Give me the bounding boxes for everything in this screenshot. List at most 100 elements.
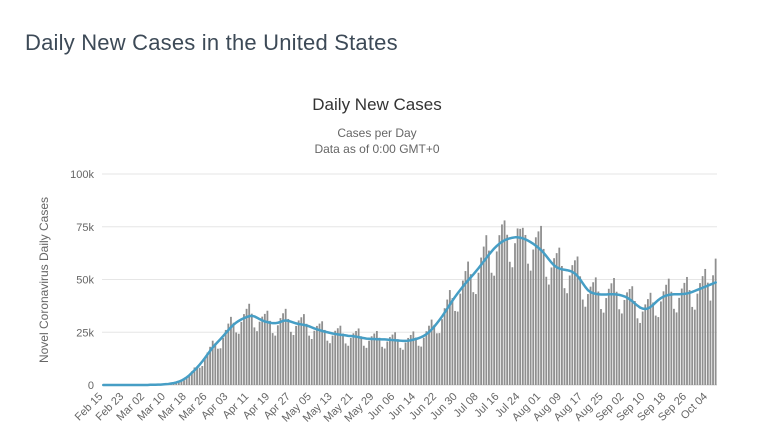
daily-cases-bar[interactable] <box>626 292 628 385</box>
daily-cases-bar[interactable] <box>258 321 261 385</box>
daily-cases-bar[interactable] <box>607 288 610 385</box>
daily-cases-bar[interactable] <box>464 271 467 385</box>
daily-cases-bar[interactable] <box>243 314 245 385</box>
daily-cases-bar[interactable] <box>420 346 423 385</box>
daily-cases-bar[interactable] <box>386 341 389 385</box>
daily-cases-bar[interactable] <box>673 308 675 385</box>
daily-cases-bar[interactable] <box>706 282 709 385</box>
daily-cases-bar[interactable] <box>547 284 550 385</box>
daily-cases-bar[interactable] <box>266 310 269 385</box>
daily-cases-bar[interactable] <box>230 316 232 385</box>
daily-cases-bar[interactable] <box>592 282 595 385</box>
daily-cases-bar[interactable] <box>667 278 670 385</box>
daily-cases-bar[interactable] <box>349 337 352 385</box>
daily-cases-bar[interactable] <box>467 261 469 385</box>
daily-cases-bar[interactable] <box>576 256 579 386</box>
daily-cases-bar[interactable] <box>521 227 524 385</box>
daily-cases-bar[interactable] <box>699 283 701 385</box>
daily-cases-bar[interactable] <box>714 258 717 385</box>
daily-cases-bar[interactable] <box>680 288 683 385</box>
daily-cases-bar[interactable] <box>584 306 587 385</box>
daily-cases-bar[interactable] <box>394 332 397 385</box>
daily-cases-bar[interactable] <box>271 333 274 385</box>
daily-cases-bar[interactable] <box>675 312 678 385</box>
daily-cases-bar[interactable] <box>704 268 707 385</box>
daily-cases-bar[interactable] <box>639 322 641 385</box>
daily-cases-bar[interactable] <box>670 291 673 385</box>
daily-cases-bar[interactable] <box>263 313 266 385</box>
daily-cases-bar[interactable] <box>443 308 446 385</box>
daily-cases-bar[interactable] <box>498 235 501 385</box>
daily-cases-bar[interactable] <box>412 331 415 385</box>
daily-cases-bar[interactable] <box>472 292 475 385</box>
daily-cases-bar[interactable] <box>352 333 355 385</box>
daily-cases-bar[interactable] <box>342 333 344 385</box>
daily-cases-bar[interactable] <box>613 278 615 385</box>
daily-cases-bar[interactable] <box>620 313 623 385</box>
daily-cases-bar[interactable] <box>441 319 443 385</box>
daily-cases-bar[interactable] <box>334 330 337 385</box>
daily-cases-bar[interactable] <box>594 277 597 385</box>
daily-cases-bar[interactable] <box>211 340 214 385</box>
daily-cases-bar[interactable] <box>602 312 605 385</box>
daily-cases-bar[interactable] <box>641 311 644 385</box>
daily-cases-bar[interactable] <box>652 302 654 386</box>
daily-cases-bar[interactable] <box>193 367 196 385</box>
daily-cases-bar[interactable] <box>417 345 420 385</box>
daily-cases-bar[interactable] <box>438 333 441 385</box>
daily-cases-bar[interactable] <box>357 328 360 385</box>
daily-cases-bar[interactable] <box>279 318 282 385</box>
daily-cases-bar[interactable] <box>373 333 376 385</box>
daily-cases-bar[interactable] <box>185 377 188 385</box>
daily-cases-bar[interactable] <box>219 348 222 385</box>
daily-cases-bar[interactable] <box>203 359 206 385</box>
daily-cases-bar[interactable] <box>336 328 339 385</box>
daily-cases-bar[interactable] <box>407 337 410 385</box>
daily-cases-bar[interactable] <box>631 286 634 385</box>
daily-cases-bar[interactable] <box>636 318 639 385</box>
daily-cases-bar[interactable] <box>508 261 511 385</box>
daily-cases-bar[interactable] <box>303 314 305 385</box>
daily-cases-bar[interactable] <box>295 325 297 385</box>
daily-cases-bar[interactable] <box>529 270 532 385</box>
daily-cases-bar[interactable] <box>196 366 198 385</box>
daily-cases-bar[interactable] <box>250 313 253 385</box>
daily-cases-bar[interactable] <box>657 317 660 385</box>
daily-cases-bar[interactable] <box>360 336 363 385</box>
daily-cases-bar[interactable] <box>633 301 636 385</box>
daily-cases-bar[interactable] <box>201 366 204 385</box>
daily-cases-bar[interactable] <box>469 274 472 385</box>
daily-cases-bar[interactable] <box>308 335 311 385</box>
daily-cases-bar[interactable] <box>514 243 516 385</box>
daily-cases-bar[interactable] <box>649 292 652 385</box>
daily-cases-bar[interactable] <box>459 293 462 385</box>
daily-cases-bar[interactable] <box>665 284 668 385</box>
daily-cases-bar[interactable] <box>224 329 227 385</box>
daily-cases-bar[interactable] <box>571 265 574 385</box>
daily-cases-bar[interactable] <box>232 322 235 385</box>
daily-cases-bar[interactable] <box>519 228 522 385</box>
daily-cases-bar[interactable] <box>589 286 592 385</box>
daily-cases-bar[interactable] <box>240 321 243 385</box>
daily-cases-bar[interactable] <box>269 320 271 385</box>
daily-cases-bar[interactable] <box>555 253 558 386</box>
daily-cases-bar[interactable] <box>331 335 334 385</box>
daily-cases-bar[interactable] <box>461 280 464 385</box>
daily-cases-bar[interactable] <box>284 308 287 385</box>
daily-cases-bar[interactable] <box>339 325 342 385</box>
daily-cases-bar[interactable] <box>292 334 295 385</box>
daily-cases-bar[interactable] <box>550 267 553 385</box>
daily-cases-bar[interactable] <box>501 224 503 385</box>
daily-cases-bar[interactable] <box>222 337 225 385</box>
daily-cases-bar[interactable] <box>177 381 180 385</box>
daily-cases-bar[interactable] <box>415 337 417 385</box>
daily-cases-bar[interactable] <box>404 342 407 385</box>
daily-cases-bar[interactable] <box>618 309 621 385</box>
daily-cases-bar[interactable] <box>248 303 251 385</box>
daily-cases-bar[interactable] <box>511 267 514 385</box>
daily-cases-bar[interactable] <box>701 276 704 385</box>
daily-cases-bar[interactable] <box>540 225 542 385</box>
daily-cases-bar[interactable] <box>383 348 386 386</box>
daily-cases-bar[interactable] <box>378 337 381 385</box>
daily-cases-bar[interactable] <box>370 336 373 385</box>
